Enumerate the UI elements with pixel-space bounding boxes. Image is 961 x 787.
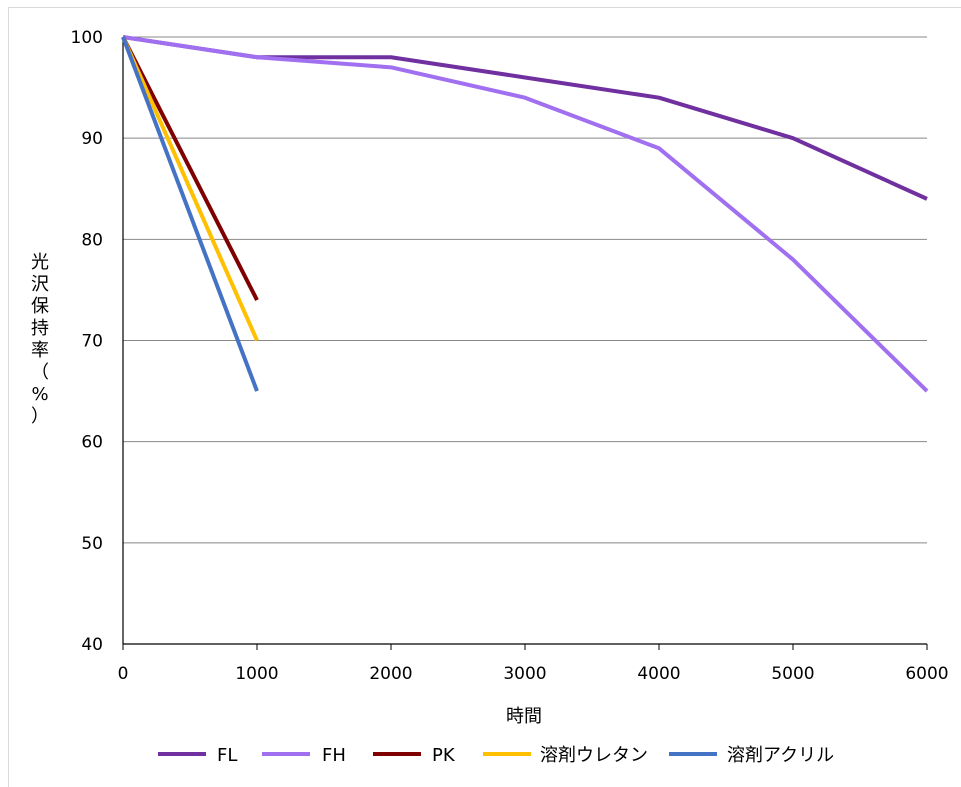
y-tick-label: 70 [81, 332, 103, 352]
legend-label-4: 溶剤アクリル [727, 745, 834, 766]
x-tick-label: 1000 [235, 664, 278, 684]
legend-label-0: FL [217, 745, 237, 766]
x-tick-label: 4000 [637, 664, 680, 684]
legend-label-3: 溶剤ウレタン [540, 745, 648, 766]
y-tick-label: 80 [81, 230, 103, 250]
series-line-1 [122, 35, 929, 393]
y-tick-label: 50 [81, 534, 103, 554]
y-tick-label: 90 [81, 129, 103, 149]
axis-layer [122, 37, 928, 650]
series-line-0 [122, 35, 928, 201]
x-tick-label: 0 [118, 664, 129, 684]
series-line-4 [121, 36, 259, 392]
y-axis-title: 光沢保持率（%） [31, 252, 49, 427]
grid-layer [123, 36, 927, 544]
x-tick-label: 5000 [771, 664, 814, 684]
y-tick-label: 40 [81, 635, 103, 655]
legend-label-1: FH [322, 745, 346, 766]
x-axis-title: 時間 [506, 706, 542, 727]
legend: FL FH PK 溶剤ウレタン 溶剤アクリル [158, 745, 834, 766]
series-line-3 [121, 36, 259, 342]
legend-label-2: PK [432, 745, 456, 766]
y-tick-label: 60 [81, 433, 103, 453]
series-line-2 [121, 36, 259, 301]
x-tick-label: 6000 [905, 664, 948, 684]
series-layer [121, 35, 929, 393]
x-tick-label: 2000 [369, 664, 412, 684]
y-tick-label: 100 [71, 28, 103, 48]
x-tick-label: 3000 [503, 664, 546, 684]
